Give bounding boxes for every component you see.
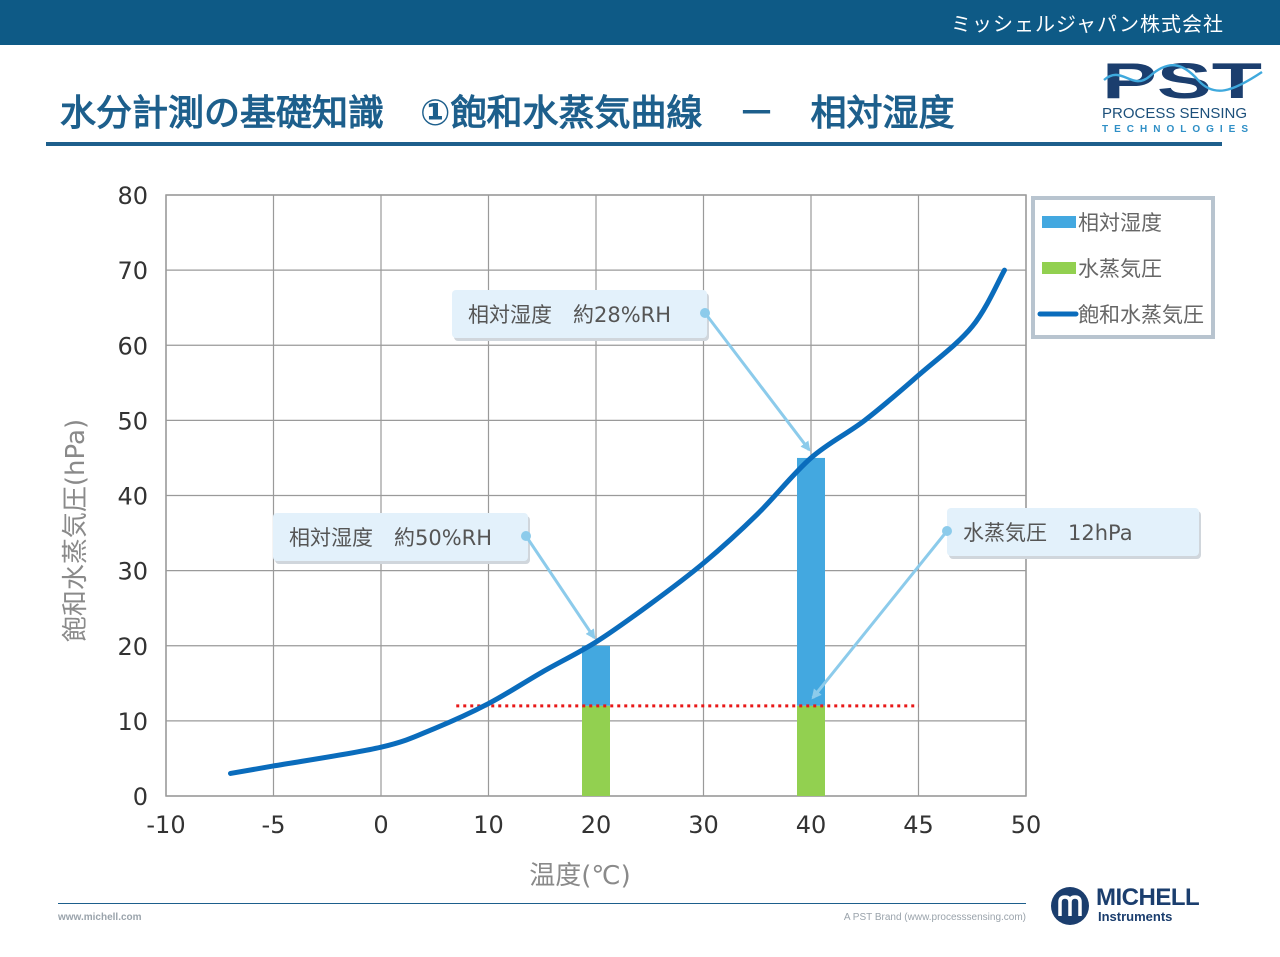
x-axis-label: 温度(℃) [529,861,631,891]
company-name: ミッシェルジャパン株式会社 [951,12,1224,36]
x-tick-label: 20 [581,811,612,839]
pst-tagline-2: TECHNOLOGIES [1102,124,1255,135]
footer-divider [58,903,1026,904]
y-tick-label: 10 [117,708,148,736]
x-tick-label: 45 [903,811,934,839]
x-tick-label: 0 [373,811,388,839]
y-tick-label: 40 [117,483,148,511]
y-tick-label: 30 [117,558,148,586]
x-tick-label: 10 [473,811,504,839]
pst-mark-text: PST [1102,58,1262,102]
michell-logo: MICHELL Instruments [1050,884,1230,928]
callout-text: 相対湿度 約50%RH [289,526,492,550]
callout-text: 相対湿度 約28%RH [468,303,671,327]
y-tick-label: 70 [117,257,148,285]
axis-ticks: -10 -5 0 10 20 30 40 45 50 0 10 20 30 40 50 60 70 80 [117,182,1041,839]
callout-arrow [811,530,949,700]
bar-relative-humidity [797,457,825,706]
pst-mark-icon: PST [1102,58,1263,102]
saturation-curve-line [228,267,1007,776]
michell-name: MICHELL [1096,884,1200,911]
legend-label: 水蒸気圧 [1078,257,1162,281]
footer-website[interactable]: www.michell.com [58,912,142,923]
legend-label: 相対湿度 [1078,211,1162,235]
x-tick-label: -10 [146,811,185,839]
y-tick-label: 0 [133,783,148,811]
page-title: 水分計測の基礎知識 ①飽和水蒸気曲線 － 相対湿度 [60,93,955,134]
callout-box [452,290,707,338]
chart-callouts: 相対湿度 約28%RH 相対湿度 約50%RH 水蒸気圧 12hPa [273,290,1201,700]
callout-text: 水蒸気圧 12hPa [963,521,1133,545]
legend-swatch [1042,216,1076,228]
x-tick-label: 30 [688,811,719,839]
bar-vapor-pressure [582,705,610,796]
y-tick-label: 60 [117,332,148,360]
pst-tagline-1: PROCESS SENSING [1102,105,1248,122]
title-divider [46,142,1222,146]
chart-bars [582,457,825,796]
callout-arrow [524,535,596,640]
michell-sub: Instruments [1098,909,1173,924]
legend-label: 飽和水蒸気圧 [1078,303,1204,327]
legend-swatch [1042,262,1076,274]
x-tick-label: 50 [1011,811,1042,839]
footer-brand-note: A PST Brand (www.processsensing.com) [843,912,1026,923]
callout-arrow [703,312,811,452]
header-bar: ミッシェルジャパン株式会社 [0,0,1280,45]
y-tick-label: 50 [117,407,148,435]
pst-logo: PST PROCESS SENSING TECHNOLOGIES [1100,58,1266,140]
callout-box [273,513,528,561]
y-tick-label: 20 [117,633,148,661]
bar-relative-humidity [582,645,610,706]
callout-box [947,508,1199,556]
x-tick-label: -5 [262,811,286,839]
y-axis-label: 飽和水蒸気圧(hPa) [61,419,91,642]
x-tick-label: 40 [796,811,827,839]
axis-labels: 温度(℃) 飽和水蒸気圧(hPa) [61,419,631,891]
bar-vapor-pressure [797,705,825,796]
saturation-curve [228,267,1007,776]
y-tick-label: 80 [117,182,148,210]
michell-mark-icon [1051,887,1089,925]
